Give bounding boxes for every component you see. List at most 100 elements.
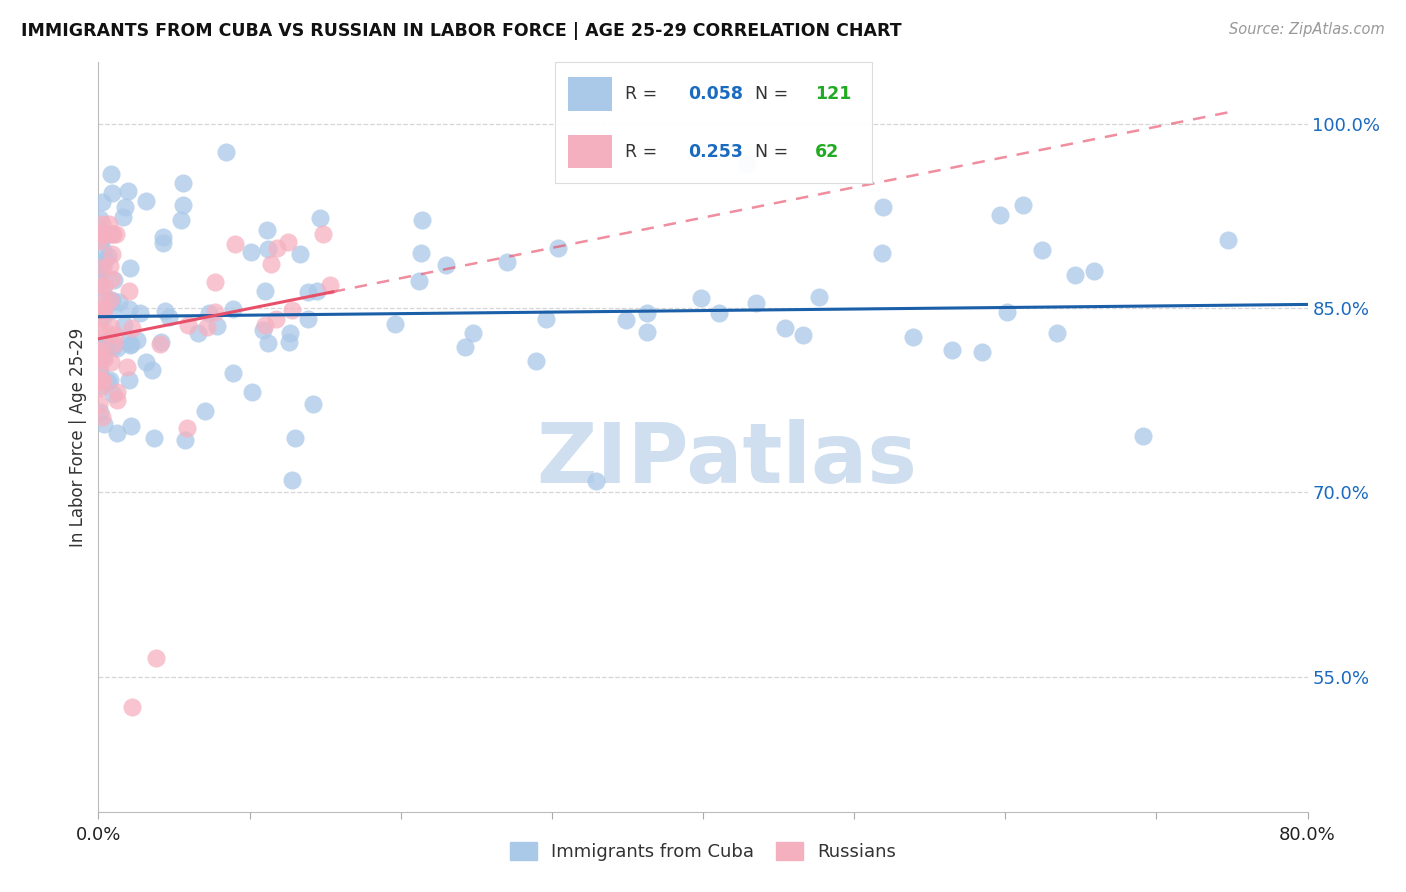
Point: [253, 285, 276, 299]
Point: [100, 167, 122, 181]
Point: [176, 421, 198, 435]
Point: [129, 306, 152, 320]
Point: [101, 386, 124, 401]
Point: [96, 326, 118, 341]
Point: [534, 312, 557, 326]
Point: [100, 247, 122, 261]
Point: [90, 343, 112, 357]
Text: N =: N =: [755, 143, 793, 161]
Point: [177, 318, 200, 332]
Point: [141, 363, 163, 377]
Point: [194, 404, 217, 418]
Point: [90, 227, 112, 242]
Point: [204, 276, 226, 290]
Point: [103, 336, 125, 351]
Point: [120, 419, 142, 434]
Point: [690, 291, 713, 305]
Point: [117, 284, 139, 298]
Point: [1031, 243, 1053, 257]
Point: [215, 145, 238, 160]
Point: [98, 373, 121, 387]
Point: [872, 200, 894, 214]
Point: [1064, 268, 1087, 282]
Point: [112, 318, 135, 333]
Point: [252, 323, 274, 337]
Point: [253, 318, 276, 332]
Point: [260, 257, 283, 271]
Point: [995, 305, 1018, 319]
Point: [288, 247, 311, 261]
Point: [319, 277, 342, 292]
Text: 0.058: 0.058: [689, 85, 744, 103]
Text: ZIPatlas: ZIPatlas: [537, 419, 918, 500]
Text: 0.253: 0.253: [689, 143, 744, 161]
Point: [112, 210, 135, 224]
Point: [100, 227, 122, 242]
Text: 121: 121: [815, 85, 851, 103]
Point: [737, 157, 759, 171]
Point: [90, 304, 112, 318]
Point: [93, 351, 115, 366]
Point: [636, 325, 658, 339]
Point: [384, 317, 406, 331]
Point: [524, 354, 547, 368]
Point: [91, 243, 114, 257]
Point: [547, 241, 569, 255]
Point: [103, 273, 125, 287]
Point: [222, 302, 245, 317]
Point: [744, 296, 766, 310]
Point: [101, 293, 124, 308]
Text: R =: R =: [624, 143, 662, 161]
Point: [89, 362, 111, 376]
Point: [773, 320, 796, 334]
Point: [89, 277, 111, 292]
Point: [240, 244, 263, 259]
Point: [117, 184, 139, 198]
Point: [105, 393, 128, 408]
Point: [118, 302, 141, 317]
Point: [90, 194, 112, 209]
Point: [103, 227, 125, 242]
Point: [90, 227, 112, 242]
Point: [120, 338, 142, 352]
Point: [195, 319, 218, 334]
Point: [90, 218, 112, 232]
Point: [94, 227, 117, 242]
Point: [152, 230, 174, 244]
Point: [636, 306, 658, 320]
Point: [150, 335, 173, 350]
Point: [309, 211, 332, 225]
Point: [145, 651, 167, 665]
Point: [89, 262, 111, 277]
Point: [91, 349, 114, 363]
Point: [89, 368, 111, 382]
Point: [89, 379, 111, 393]
Point: [409, 246, 432, 260]
Point: [901, 330, 924, 344]
Point: [463, 326, 485, 341]
Point: [89, 274, 111, 288]
Point: [266, 241, 288, 255]
Point: [89, 212, 111, 227]
Point: [100, 272, 122, 286]
Point: [89, 310, 111, 325]
Point: [172, 177, 194, 191]
Point: [1216, 233, 1239, 247]
Point: [264, 311, 287, 326]
Point: [301, 397, 323, 411]
Point: [89, 260, 111, 275]
Point: [98, 217, 121, 231]
Point: [142, 431, 165, 445]
Point: [101, 186, 124, 200]
Point: [187, 326, 209, 340]
Point: [90, 351, 112, 366]
Bar: [568, 77, 613, 111]
Point: [90, 303, 112, 318]
Point: [93, 417, 115, 431]
Point: [107, 294, 129, 309]
Point: [96, 340, 118, 354]
Legend: Immigrants from Cuba, Russians: Immigrants from Cuba, Russians: [501, 833, 905, 870]
Point: [100, 319, 122, 334]
Point: [90, 409, 112, 424]
Point: [454, 340, 477, 354]
